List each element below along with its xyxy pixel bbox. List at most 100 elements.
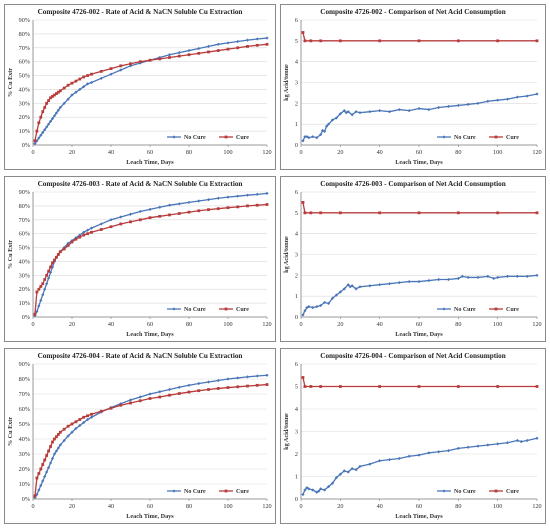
no-cure-point xyxy=(342,287,346,291)
cure-point xyxy=(255,43,259,47)
x-tick-label: 80 xyxy=(455,503,461,510)
no-cure-point xyxy=(387,458,392,462)
cure-point xyxy=(90,72,93,76)
no-cure-point xyxy=(486,274,490,278)
no-cure-point xyxy=(311,306,315,310)
cure-point xyxy=(49,265,52,269)
no-cure-point xyxy=(496,98,500,102)
no-cure-point xyxy=(265,191,269,195)
series-line-no-cure xyxy=(302,437,538,495)
x-tick-label: 100 xyxy=(223,321,232,328)
cure-point xyxy=(43,458,47,462)
legend-marker xyxy=(172,135,176,139)
no-cure-point xyxy=(330,296,335,300)
cure-point xyxy=(226,47,230,51)
no-cure-point xyxy=(515,274,519,278)
y-tick-label: 70% xyxy=(19,391,30,398)
cure-point xyxy=(246,204,249,208)
cure-point xyxy=(82,415,86,419)
no-cure-point xyxy=(47,276,51,280)
y-tick-label: 4 xyxy=(295,406,298,413)
chart-panel-6: Composite 4726-004 - Comparison of Net A… xyxy=(280,348,546,524)
no-cure-point xyxy=(99,76,103,80)
cure-point xyxy=(265,203,269,206)
x-tick-label: 60 xyxy=(147,503,153,510)
cure-point xyxy=(177,212,181,215)
x-axis-label: Leach Time, Days xyxy=(126,159,174,166)
y-axis-label: % Cu Extr xyxy=(7,68,14,97)
chart-title: Composite 4726-004 - Rate of Acid & NaCN… xyxy=(38,352,243,360)
no-cure-point xyxy=(245,193,250,197)
cure-point xyxy=(109,67,113,71)
cure-point xyxy=(177,54,181,58)
cure-point xyxy=(55,435,58,439)
cure-point xyxy=(226,206,230,210)
y-tick-label: 50% xyxy=(19,421,30,428)
x-tick-label: 120 xyxy=(532,321,541,328)
no-cure-point xyxy=(330,118,335,122)
x-tick-label: 0 xyxy=(299,503,302,510)
chart-panel-2: Composite 4726-002 - Comparison of Net A… xyxy=(280,4,546,170)
no-cure-point xyxy=(226,377,230,381)
x-axis-label: Leach Time, Days xyxy=(395,331,443,338)
no-cure-point xyxy=(33,142,37,146)
cure-point xyxy=(216,387,220,390)
cure-point xyxy=(265,383,269,386)
cure-point xyxy=(207,50,210,54)
no-cure-point xyxy=(216,378,220,383)
no-cure-point xyxy=(326,485,331,489)
y-tick-label: 30% xyxy=(19,100,30,107)
no-cure-point xyxy=(50,265,55,269)
no-cure-point xyxy=(89,226,94,230)
cure-point xyxy=(378,39,382,43)
cure-point xyxy=(58,430,62,434)
cure-point xyxy=(39,285,43,288)
legend-label: No Cure xyxy=(454,489,476,495)
cure-point xyxy=(62,86,66,90)
y-tick-label: 40% xyxy=(19,86,30,93)
no-cure-point xyxy=(427,278,431,283)
cure-point xyxy=(41,282,45,286)
cure-point xyxy=(35,290,39,294)
cure-point xyxy=(78,77,82,81)
cure-point xyxy=(309,211,313,215)
series-line-no-cure xyxy=(302,93,538,142)
no-cure-point xyxy=(496,442,500,446)
no-cure-point xyxy=(311,135,315,139)
x-tick-label: 0 xyxy=(31,503,34,510)
no-cure-point xyxy=(397,107,401,112)
no-cure-point xyxy=(54,111,58,115)
no-cure-point xyxy=(45,282,49,286)
series-line-cure xyxy=(34,203,268,315)
cure-point xyxy=(53,258,56,262)
cure-point xyxy=(56,253,60,256)
cure-point xyxy=(417,385,421,388)
no-cure-point xyxy=(52,452,57,456)
cure-point xyxy=(158,57,162,61)
cure-point xyxy=(236,46,240,50)
cure-point xyxy=(236,385,240,389)
legend-marker xyxy=(494,307,498,311)
cure-point xyxy=(129,401,132,405)
cure-point xyxy=(49,445,52,448)
no-cure-point xyxy=(236,194,240,198)
legend-label: Cure xyxy=(236,135,249,141)
x-tick-label: 0 xyxy=(299,149,302,156)
x-tick-label: 20 xyxy=(69,503,75,510)
cure-point xyxy=(129,62,132,66)
cure-point xyxy=(319,211,323,215)
legend-label: Cure xyxy=(506,307,519,313)
no-cure-point xyxy=(303,309,307,313)
x-tick-label: 0 xyxy=(299,321,302,328)
cure-point xyxy=(197,51,201,55)
cure-point xyxy=(66,83,70,87)
no-cure-point xyxy=(525,274,529,278)
no-cure-point xyxy=(307,487,311,491)
no-cure-point xyxy=(525,438,529,443)
no-cure-point xyxy=(109,72,113,76)
no-cure-point xyxy=(62,438,66,443)
no-cure-point xyxy=(167,387,172,392)
no-cure-point xyxy=(39,483,43,488)
no-cure-point xyxy=(476,101,480,105)
x-tick-label: 0 xyxy=(31,149,34,156)
